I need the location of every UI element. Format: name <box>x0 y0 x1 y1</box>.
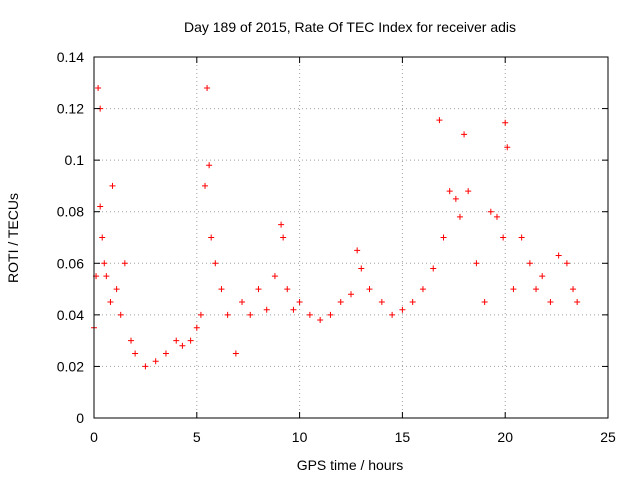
x-axis-label: GPS time / hours <box>297 457 404 473</box>
data-point <box>526 260 533 267</box>
data-point <box>278 221 285 228</box>
data-point <box>197 311 204 318</box>
data-point <box>337 298 344 305</box>
data-point <box>113 286 120 293</box>
data-point <box>306 311 313 318</box>
data-point <box>103 273 110 280</box>
data-point <box>446 188 453 195</box>
data-point <box>218 286 225 293</box>
data-point <box>290 306 297 313</box>
data-point <box>239 298 246 305</box>
data-point <box>232 350 239 357</box>
data-point <box>179 342 186 349</box>
data-point <box>473 260 480 267</box>
y-tick-label: 0.04 <box>57 307 84 323</box>
data-point <box>348 291 354 298</box>
y-tick-label: 0.14 <box>57 49 84 65</box>
data-point <box>142 363 149 370</box>
data-point <box>456 213 463 220</box>
data-point <box>206 162 213 169</box>
data-point <box>487 208 494 215</box>
data-point <box>296 298 303 305</box>
data-point <box>212 260 219 267</box>
data-point <box>132 350 139 357</box>
data-point <box>461 131 468 138</box>
x-tick-label: 5 <box>193 429 201 445</box>
data-point <box>533 286 540 293</box>
data-point <box>409 298 416 305</box>
grid-lines <box>94 57 608 418</box>
data-point <box>107 298 114 305</box>
chart-title: Day 189 of 2015, Rate Of TEC Index for r… <box>184 19 516 35</box>
data-point <box>162 350 169 357</box>
data-point <box>419 286 426 293</box>
data-point <box>97 203 104 210</box>
data-point <box>354 247 361 254</box>
y-tick-label: 0.02 <box>57 358 84 374</box>
data-point <box>574 298 581 305</box>
data-point <box>284 286 291 293</box>
x-tick-label: 10 <box>292 429 308 445</box>
data-point <box>481 298 488 305</box>
data-point <box>500 234 507 241</box>
plot-frame <box>93 56 609 419</box>
data-point <box>109 182 116 189</box>
y-axis-label: ROTI / TECUs <box>5 193 21 283</box>
data-point <box>493 213 500 220</box>
data-point <box>440 234 447 241</box>
data-points <box>91 84 581 370</box>
x-tick-label: 0 <box>90 429 98 445</box>
data-point <box>202 182 209 189</box>
y-tick-label: 0.06 <box>57 255 84 271</box>
data-point <box>378 298 385 305</box>
data-point <box>173 337 180 344</box>
data-point <box>389 311 396 318</box>
data-point <box>510 286 517 293</box>
data-point <box>263 306 270 313</box>
data-point <box>518 234 525 241</box>
data-point <box>465 188 472 195</box>
data-point <box>547 298 554 305</box>
y-tick-label: 0.08 <box>57 204 84 220</box>
data-point <box>399 306 406 313</box>
data-point <box>208 234 215 241</box>
data-point <box>358 265 365 272</box>
data-point <box>452 195 459 202</box>
data-point <box>247 311 254 318</box>
y-tick-label: 0.12 <box>57 101 84 117</box>
data-point <box>101 260 108 267</box>
data-point <box>271 273 278 280</box>
data-point <box>224 311 231 318</box>
data-point <box>555 252 562 259</box>
data-point <box>539 273 546 280</box>
data-point <box>502 119 509 126</box>
data-point <box>504 144 511 151</box>
data-point <box>204 84 211 91</box>
data-point <box>255 286 262 293</box>
data-point <box>280 234 287 241</box>
data-point <box>563 260 570 267</box>
data-point <box>327 311 334 318</box>
data-point <box>117 311 124 318</box>
data-point <box>366 286 373 293</box>
data-point <box>317 317 324 324</box>
x-tick-label: 20 <box>497 429 513 445</box>
data-point <box>430 265 437 272</box>
data-point <box>570 286 577 293</box>
x-tick-label: 15 <box>395 429 411 445</box>
data-point <box>187 337 194 344</box>
data-point <box>128 337 135 344</box>
y-tick-label: 0.1 <box>65 152 85 168</box>
data-point <box>95 84 102 91</box>
data-point <box>152 358 159 365</box>
data-point <box>436 117 443 124</box>
x-tick-label: 25 <box>600 429 616 445</box>
data-point <box>121 260 128 267</box>
data-point <box>193 324 200 331</box>
data-point <box>99 234 106 241</box>
axis-ticks: 0 5 10 15 20 25 0 0.02 0.04 0.06 0.08 0.1 0.12 0.14 <box>57 49 616 445</box>
y-tick-label: 0 <box>76 410 84 426</box>
